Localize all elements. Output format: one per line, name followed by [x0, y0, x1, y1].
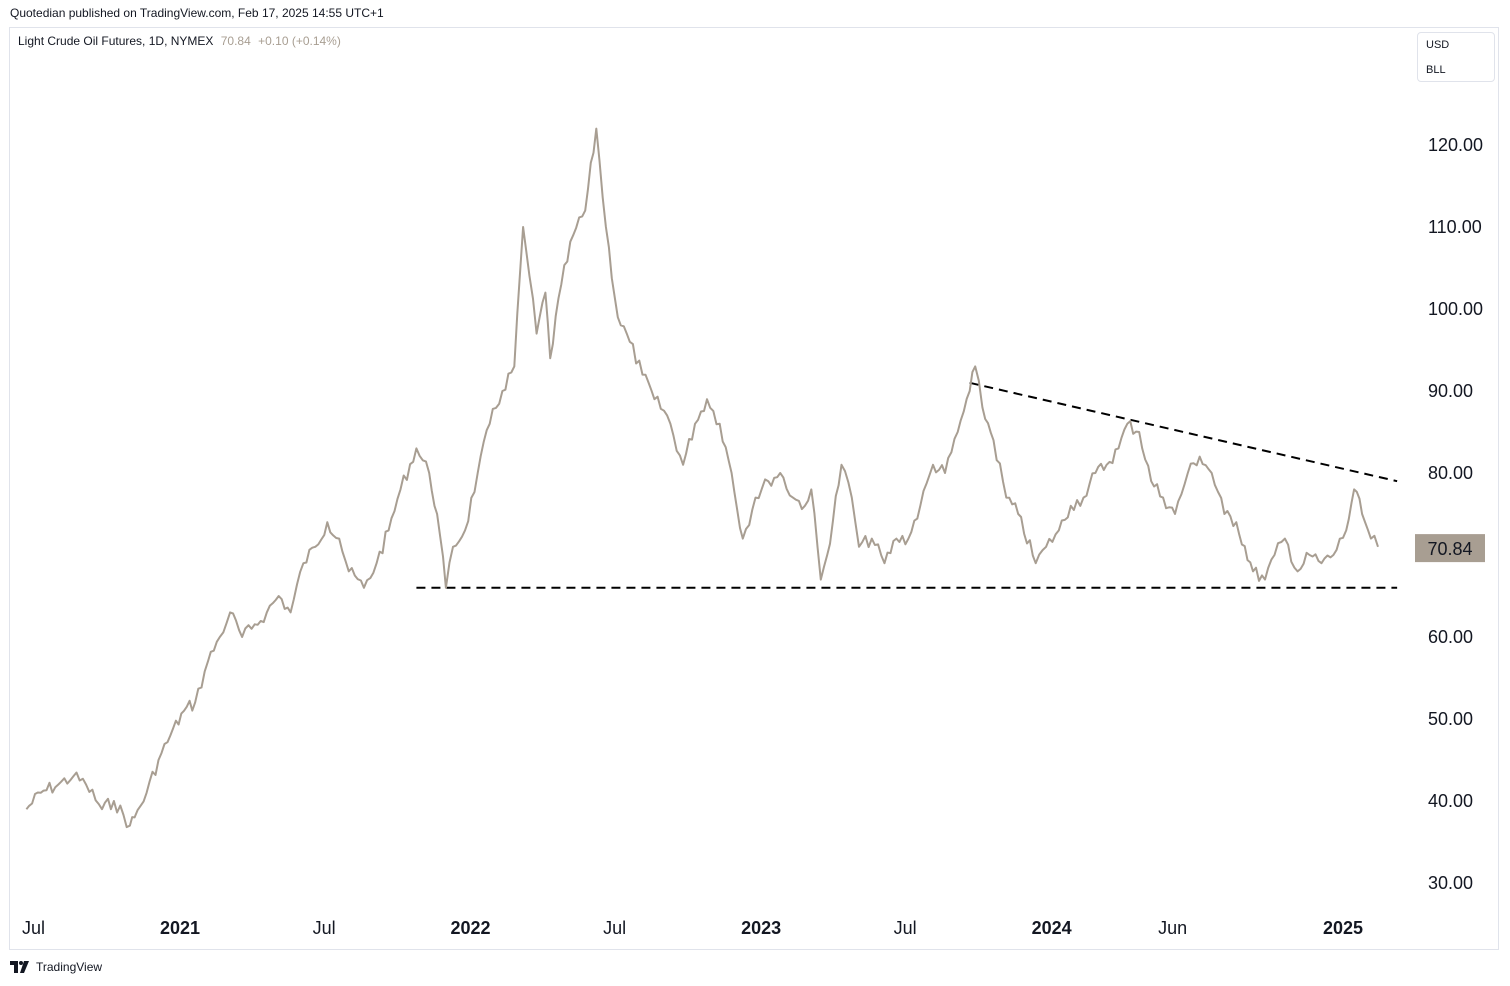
- y-tick-label: 50.00: [1428, 709, 1473, 729]
- x-tick-label: Jul: [894, 918, 917, 938]
- symbol-legend[interactable]: Light Crude Oil Futures, 1D, NYMEX 70.84…: [18, 34, 341, 48]
- y-tick-label: 110.00: [1428, 217, 1482, 237]
- footer-brand[interactable]: TradingView: [10, 960, 102, 974]
- y-tick-label: 120.00: [1428, 135, 1483, 155]
- chart-frame[interactable]: [9, 27, 1499, 950]
- currency-unit-box[interactable]: USD BLL: [1417, 32, 1495, 82]
- y-tick-label: 30.00: [1428, 873, 1473, 893]
- y-tick-label: 60.00: [1428, 627, 1473, 647]
- price-series-line: [25, 127, 1379, 829]
- x-tick-label: Jun: [1158, 918, 1187, 938]
- y-tick-label: 40.00: [1428, 791, 1473, 811]
- x-tick-label: 2021: [160, 918, 200, 938]
- tradingview-logo-icon: [10, 961, 29, 973]
- y-tick-label: 80.00: [1428, 463, 1473, 483]
- y-tick-label: 90.00: [1428, 381, 1473, 401]
- last-price-label-bg: [1415, 534, 1485, 563]
- x-tick-label: 2022: [451, 918, 491, 938]
- x-tick-label: 2024: [1032, 918, 1072, 938]
- unit-label[interactable]: BLL: [1426, 64, 1446, 76]
- x-tick-label: 2025: [1323, 918, 1363, 938]
- x-tick-label: Jul: [313, 918, 336, 938]
- resistance-trendline: [969, 381, 1398, 483]
- y-tick-label: 100.00: [1428, 299, 1483, 319]
- x-tick-label: 2023: [741, 918, 781, 938]
- publisher-caption: Quotedian published on TradingView.com, …: [10, 6, 384, 20]
- footer-brand-label: TradingView: [36, 960, 103, 974]
- price-change-value: +0.10 (+0.14%): [258, 34, 341, 48]
- currency-label[interactable]: USD: [1426, 39, 1450, 51]
- x-tick-label: Jul: [22, 918, 45, 938]
- last-price-label: 70.84: [1427, 539, 1472, 559]
- last-price-value: 70.84: [220, 34, 251, 48]
- x-tick-label: Jul: [603, 918, 626, 938]
- symbol-name: Light Crude Oil Futures, 1D, NYMEX: [18, 34, 214, 48]
